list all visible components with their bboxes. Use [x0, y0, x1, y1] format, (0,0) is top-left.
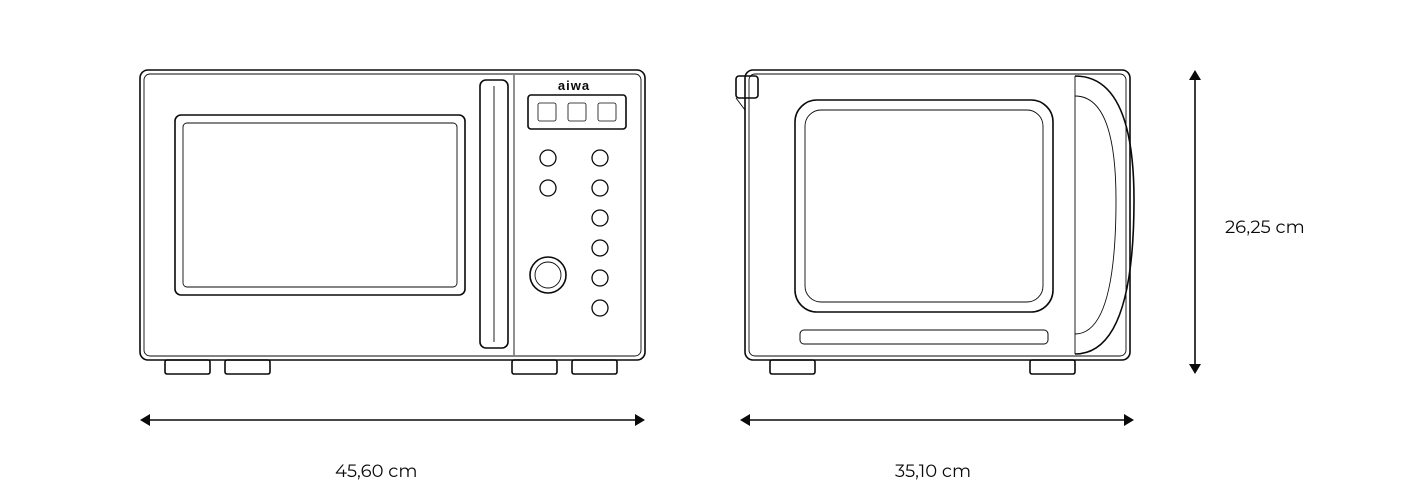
dimension-diagram: aiwa 45,60 cm 35,10 cm 26,25 cm: [0, 0, 1401, 501]
svg-text:aiwa: aiwa: [558, 78, 590, 93]
drawing-svg: aiwa: [0, 0, 1401, 501]
height-label-side: 26,25 cm: [1225, 216, 1305, 238]
width-label-front: 45,60 cm: [335, 460, 418, 482]
width-label-side: 35,10 cm: [895, 460, 971, 482]
